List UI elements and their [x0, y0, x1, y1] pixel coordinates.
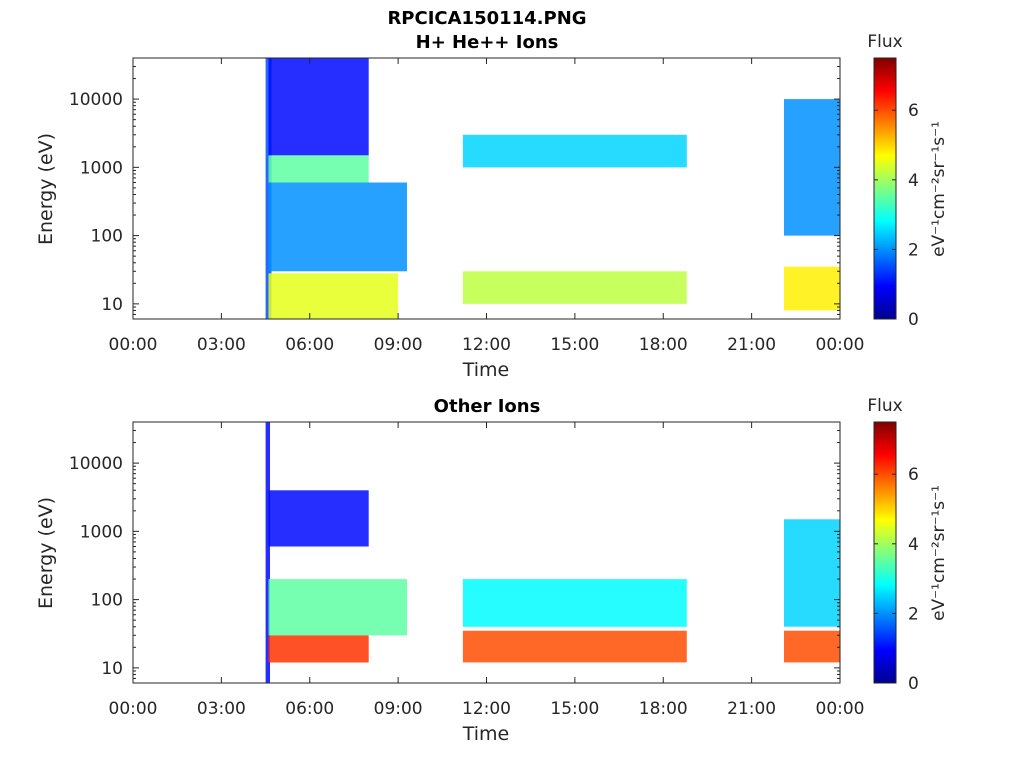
colorbar-ticks: 0 2 4 6 [874, 465, 919, 694]
y-ticks: 10 100 1000 10000 [69, 57, 840, 320]
x-tick-label: 12:00 [462, 335, 511, 355]
flux-band [268, 635, 369, 663]
x-tick-label: 06:00 [285, 335, 334, 355]
y-tick-label: 100 [91, 591, 123, 611]
y-axis-label: Energy (eV) [35, 133, 57, 245]
x-tick-label: 00:00 [109, 699, 158, 719]
flux-band [784, 99, 840, 236]
panel-other-ions: Other Ions 00:00 03:00 06:00 09:00 12:00 15:0… [35, 396, 949, 745]
colorbar-units: eV⁻¹cm⁻²sr⁻¹s⁻¹ [929, 121, 949, 257]
y-axis-label: Energy (eV) [35, 497, 57, 609]
x-tick-label: 09:00 [374, 335, 423, 355]
flux-band [268, 58, 369, 156]
colorbar-tick-label: 0 [908, 674, 919, 694]
y-ticks: 10 100 1000 10000 [69, 421, 840, 684]
colorbar-title: Flux [867, 396, 902, 416]
y-tick-label: 1000 [80, 158, 123, 178]
spectrogram-bands [265, 422, 840, 683]
flux-band [265, 422, 270, 683]
flux-band [462, 271, 687, 304]
x-tick-label: 06:00 [285, 699, 334, 719]
panel-title: H+ He++ Ions [416, 32, 559, 53]
x-tick-label: 12:00 [462, 699, 511, 719]
colorbar [873, 57, 897, 320]
colorbar-tick-label: 2 [908, 240, 919, 260]
x-axis-label: Time [462, 359, 510, 381]
y-tick-label: 10000 [69, 90, 123, 110]
panel-h-he-ions: H+ He++ Ions 00:00 03:00 06:00 09:00 12:00 15… [35, 32, 949, 381]
x-axis-label: Time [462, 723, 510, 745]
figure-filename: RPCICA150114.PNG [387, 8, 586, 29]
flux-band [462, 579, 687, 627]
y-tick-label: 10 [101, 659, 123, 679]
flux-band [462, 134, 687, 168]
colorbar-title: Flux [867, 32, 902, 52]
x-tick-label: 18:00 [639, 335, 688, 355]
colorbar [873, 421, 897, 684]
x-tick-label: 00:00 [816, 335, 865, 355]
flux-band [268, 490, 369, 547]
y-tick-label: 10 [101, 295, 123, 315]
y-tick-label: 10000 [69, 454, 123, 474]
x-ticks: 00:00 03:00 06:00 09:00 12:00 15:00 18:00 21:00… [109, 422, 865, 719]
flux-band [784, 519, 840, 627]
x-ticks: 00:00 03:00 06:00 09:00 12:00 15:00 18:00 21:00… [109, 58, 865, 355]
colorbar-ticks: 0 2 4 6 [874, 101, 919, 330]
y-tick-label: 100 [91, 227, 123, 247]
flux-band [268, 273, 399, 319]
x-tick-label: 15:00 [550, 699, 599, 719]
colorbar-tick-label: 4 [908, 171, 919, 191]
flux-band [268, 182, 407, 272]
spectrogram-bands [265, 58, 840, 319]
x-tick-label: 03:00 [197, 335, 246, 355]
flux-band [268, 579, 407, 636]
colorbar-tick-label: 2 [908, 604, 919, 624]
x-tick-label: 00:00 [816, 699, 865, 719]
colorbar-tick-label: 4 [908, 535, 919, 555]
colorbar-tick-label: 0 [908, 310, 919, 330]
x-tick-label: 21:00 [727, 699, 776, 719]
x-tick-label: 21:00 [727, 335, 776, 355]
flux-band [784, 630, 840, 663]
x-tick-label: 09:00 [374, 699, 423, 719]
flux-band [268, 155, 369, 183]
colorbar-tick-label: 6 [908, 101, 919, 121]
x-tick-label: 18:00 [639, 699, 688, 719]
colorbar-units: eV⁻¹cm⁻²sr⁻¹s⁻¹ [929, 485, 949, 621]
x-tick-label: 00:00 [109, 335, 158, 355]
y-tick-label: 1000 [80, 522, 123, 542]
x-tick-label: 15:00 [550, 335, 599, 355]
panel-title: Other Ions [434, 396, 541, 417]
flux-band [462, 630, 687, 663]
x-tick-label: 03:00 [197, 699, 246, 719]
flux-band [784, 266, 840, 311]
colorbar-tick-label: 6 [908, 465, 919, 485]
